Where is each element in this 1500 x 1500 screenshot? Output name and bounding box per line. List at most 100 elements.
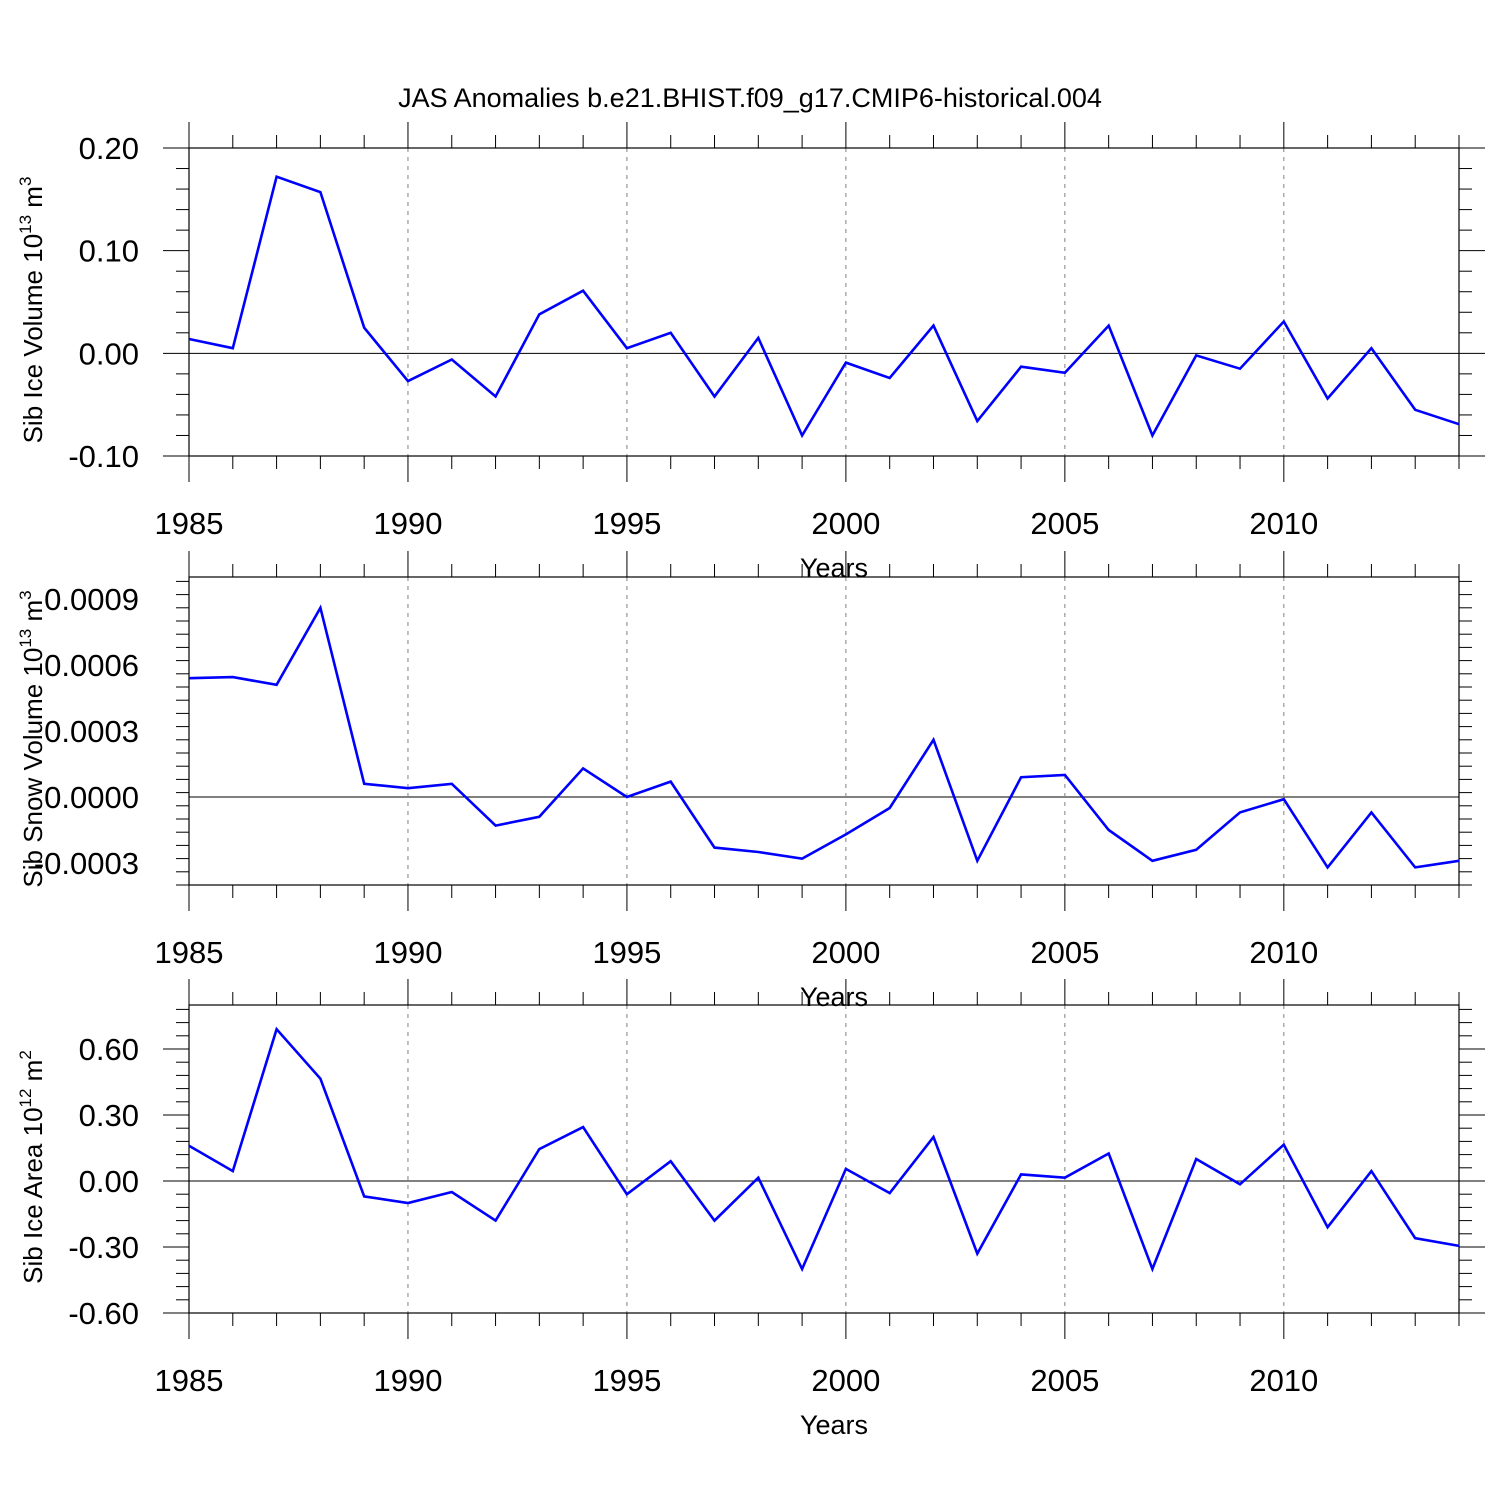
data-point <box>1150 433 1154 437</box>
x-tick-label: 2000 <box>811 506 880 541</box>
data-point <box>362 782 366 786</box>
x-tick-label: 1990 <box>373 506 442 541</box>
data-point <box>1107 828 1111 832</box>
data-point <box>625 1192 629 1196</box>
y-axis-label: Sib Snow Volume 1013 m3 <box>16 590 48 887</box>
x-tick-label: 2010 <box>1249 1363 1318 1398</box>
y-axis-label-unit-exponent: 3 <box>16 590 35 599</box>
data-point <box>931 1135 935 1139</box>
data-point <box>450 1190 454 1194</box>
data-point <box>625 795 629 799</box>
y-axis-label-unit: m <box>18 600 48 629</box>
data-point <box>669 780 673 784</box>
data-point <box>931 324 935 328</box>
data-point <box>756 336 760 340</box>
data-point <box>450 357 454 361</box>
data-point <box>1063 371 1067 375</box>
y-axis-label: Sib Ice Volume 1013 m3 <box>16 177 48 444</box>
x-tick-label: 1985 <box>155 935 224 970</box>
data-point <box>1150 1267 1154 1271</box>
y-axis-label-unit: m <box>18 1060 48 1089</box>
data-point <box>1194 848 1198 852</box>
data-point <box>1019 365 1023 369</box>
data-point <box>318 1077 322 1081</box>
data-point <box>275 175 279 179</box>
y-tick-label: 0.30 <box>79 1098 139 1133</box>
data-point <box>1413 408 1417 412</box>
data-point <box>450 782 454 786</box>
data-point <box>1326 397 1330 401</box>
data-point <box>844 1167 848 1171</box>
data-point <box>1019 1172 1023 1176</box>
plot-frame <box>188 1004 1460 1314</box>
panel-3: -0.60 -0.30 0.00 0.30 0.60 1985 1990 1995 2000 20… <box>16 979 1485 1440</box>
data-point <box>1238 1182 1242 1186</box>
data-point <box>318 190 322 194</box>
x-tick-label: 2010 <box>1249 506 1318 541</box>
data-point <box>1019 775 1023 779</box>
y-tick-label: -0.30 <box>68 1230 139 1265</box>
y-tick-label: -0.60 <box>68 1296 139 1331</box>
data-point <box>975 1252 979 1256</box>
data-point <box>275 683 279 687</box>
data-point <box>713 394 717 398</box>
y-axis-label-text: Sib Ice Area 10 <box>18 1107 48 1283</box>
x-tick-label: 2000 <box>811 935 880 970</box>
data-point <box>1413 1236 1417 1240</box>
y-tick-label: 0.0003 <box>44 714 139 749</box>
plot-frame <box>188 147 1460 457</box>
data-point <box>1150 859 1154 863</box>
data-point <box>318 606 322 610</box>
y-axis-label: Sib Ice Area 1012 m2 <box>16 1050 48 1284</box>
y-tick-label: -0.10 <box>68 439 139 474</box>
data-point <box>800 1267 804 1271</box>
series-line <box>188 175 1460 439</box>
data-point <box>581 289 585 293</box>
y-axis-label-exponent: 13 <box>16 629 35 648</box>
y-tick-label: 0.20 <box>79 131 139 166</box>
y-tick-label: 0.00 <box>79 1164 139 1199</box>
data-point <box>1063 1176 1067 1180</box>
data-point <box>800 857 804 861</box>
data-point <box>187 676 191 680</box>
data-point <box>1326 1225 1330 1229</box>
y-tick-label: 0.10 <box>79 234 139 269</box>
x-tick-label: 2005 <box>1030 1363 1099 1398</box>
figure-title: JAS Anomalies b.e21.BHIST.f09_g17.CMIP6-… <box>398 83 1102 113</box>
y-axis-label-unit-exponent: 3 <box>16 177 35 186</box>
data-point <box>1107 324 1111 328</box>
data-point <box>581 1125 585 1129</box>
data-point <box>275 1027 279 1031</box>
series-line <box>188 604 1460 870</box>
y-axis-label-text: Sib Snow Volume 10 <box>18 648 48 888</box>
y-axis-label-exponent: 12 <box>16 1089 35 1108</box>
data-point <box>537 312 541 316</box>
data-point <box>625 346 629 350</box>
x-tick-label: 2000 <box>811 1363 880 1398</box>
y-tick-label: -0.0003 <box>34 846 139 881</box>
x-tick-label: 2005 <box>1030 935 1099 970</box>
series-line <box>188 1026 1460 1273</box>
data-point <box>494 1219 498 1223</box>
data-point <box>1238 810 1242 814</box>
y-tick-label: 0.0000 <box>44 780 139 815</box>
data-point <box>494 824 498 828</box>
data-point <box>581 766 585 770</box>
x-tick-label: 1990 <box>373 935 442 970</box>
data-point <box>1282 797 1286 801</box>
x-tick-label: 1995 <box>592 935 661 970</box>
y-axis-label-unit: m <box>18 186 48 215</box>
x-axis-label: Years <box>800 1410 868 1440</box>
data-point <box>187 1144 191 1148</box>
y-axis-label-text: Sib Ice Volume 10 <box>18 234 48 444</box>
panel-2: -0.0003 0.0000 0.0003 0.0006 0.0009 1985 1990 1… <box>16 551 1472 1012</box>
x-tick-label: 1990 <box>373 1363 442 1398</box>
data-point <box>1194 353 1198 357</box>
data-point <box>537 1147 541 1151</box>
data-point <box>1369 810 1373 814</box>
data-point <box>1282 1143 1286 1147</box>
x-tick-label: 1995 <box>592 1363 661 1398</box>
data-point <box>669 1159 673 1163</box>
x-tick-label: 1985 <box>155 1363 224 1398</box>
data-point <box>362 326 366 330</box>
